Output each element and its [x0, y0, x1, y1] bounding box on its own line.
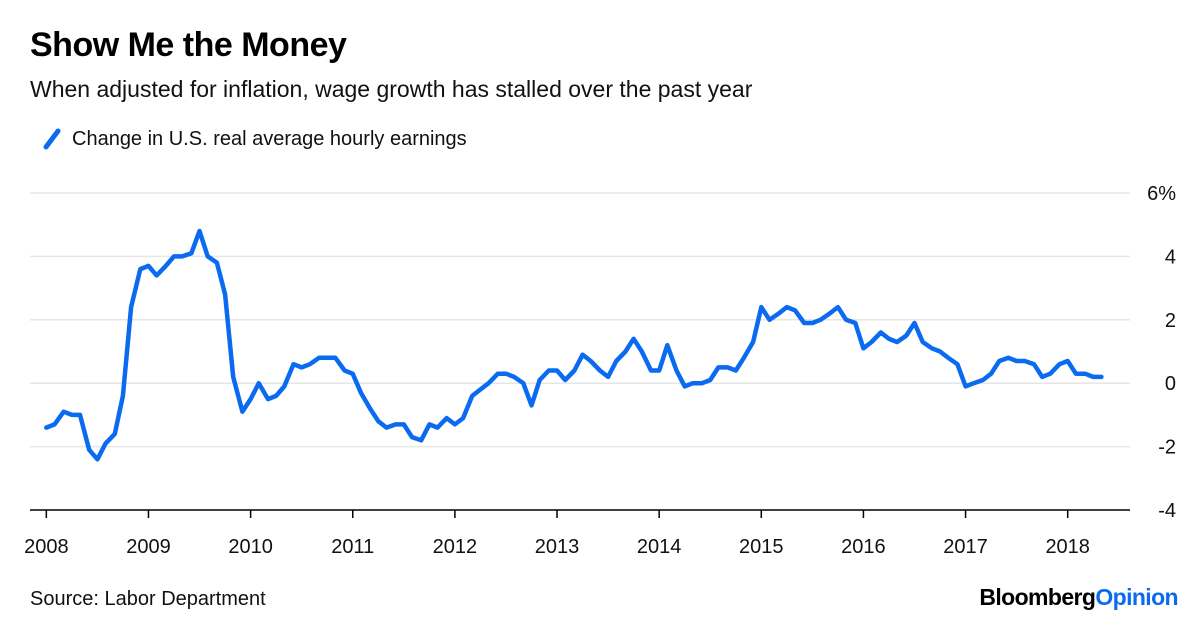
y-tick-label: 6% — [1147, 183, 1176, 205]
x-tick-label: 2015 — [739, 536, 784, 558]
x-tick-label: 2010 — [228, 536, 273, 558]
legend-label: Change in U.S. real average hourly earni… — [72, 127, 467, 150]
series-line — [44, 228, 1104, 462]
chart-subtitle: When adjusted for inflation, wage growth… — [30, 76, 753, 102]
brand-accent: Opinion — [1095, 584, 1178, 610]
x-tick-label: 2018 — [1045, 536, 1090, 558]
legend: Change in U.S. real average hourly earni… — [42, 127, 467, 151]
x-tick-label: 2014 — [637, 536, 682, 558]
y-tick-label: -4 — [1158, 500, 1176, 522]
brand-logo: BloombergOpinion — [979, 584, 1178, 611]
x-tick-label: 2016 — [841, 536, 886, 558]
x-tick-label: 2012 — [433, 536, 478, 558]
x-tick-label: 2008 — [24, 536, 69, 558]
brand-main: Bloomberg — [979, 584, 1096, 610]
chart-title: Show Me the Money — [30, 26, 347, 64]
y-tick-label: 0 — [1165, 373, 1176, 395]
legend-swatch-icon — [43, 128, 61, 150]
x-tick-label: 2009 — [126, 536, 171, 558]
source-note: Source: Labor Department — [30, 588, 266, 610]
y-tick-label: -2 — [1158, 437, 1176, 459]
y-tick-label: 4 — [1165, 246, 1176, 268]
x-tick-label: 2013 — [535, 536, 580, 558]
x-tick-label: 2011 — [331, 536, 374, 558]
x-tick-label: 2017 — [943, 536, 988, 558]
y-tick-label: 2 — [1165, 310, 1176, 332]
